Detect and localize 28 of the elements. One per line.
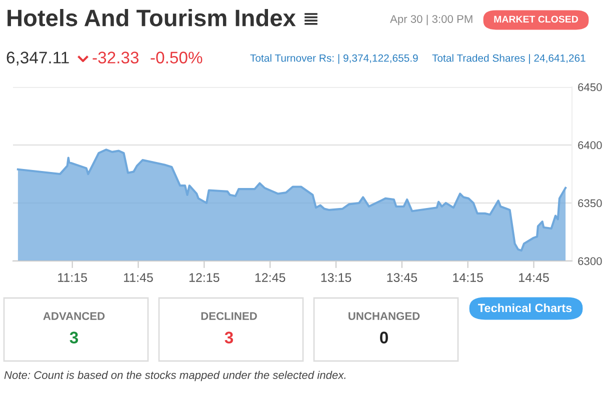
- y-tick-label: 6300: [578, 257, 602, 266]
- text: Note: Count is based on the stocks mapped under the selected index.: [4, 370, 346, 382]
- text: MARKET CLOSED: [494, 16, 578, 23]
- y-tick-label: 6450: [578, 83, 602, 92]
- text: Technical Charts: [478, 303, 572, 312]
- x-tick-label: 14:45: [519, 273, 549, 282]
- x-tick-label: 13:15: [321, 273, 352, 282]
- text: -32.33: [92, 52, 139, 64]
- y-tick-label: 6400: [578, 141, 602, 150]
- text: 0: [380, 332, 388, 344]
- text: Total Traded Shares | 24,641,261: [432, 54, 586, 64]
- text: 6,347.11: [6, 52, 69, 66]
- x-tick-label: 14:15: [453, 273, 483, 282]
- x-tick-label: 11:15: [58, 273, 87, 282]
- text: ADVANCED: [43, 312, 105, 320]
- x-tick-label: 13:45: [387, 273, 418, 282]
- text: 3: [224, 332, 234, 344]
- text: UNCHANGED: [348, 312, 420, 320]
- text: Total Turnover Rs: | 9,374,122,655.9: [250, 54, 418, 64]
- chart-title: Hotels And Tourism Index: [8, 8, 296, 26]
- x-tick-label: 12:45: [255, 273, 286, 282]
- text: DECLINED: [201, 312, 257, 320]
- y-tick-label: 6350: [578, 199, 602, 208]
- text: Apr 30 | 3:00 PM: [390, 14, 472, 26]
- x-tick-label: 11:45: [124, 273, 153, 282]
- text: -0.50%: [150, 52, 202, 64]
- x-tick-label: 12:15: [189, 273, 220, 282]
- text: 3: [70, 332, 78, 344]
